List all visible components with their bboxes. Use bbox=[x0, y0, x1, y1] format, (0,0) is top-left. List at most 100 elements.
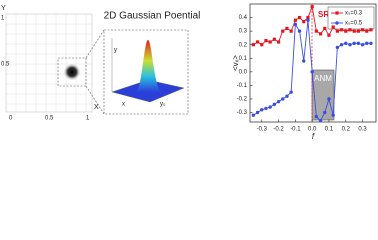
point bbox=[276, 40, 281, 44]
point bbox=[285, 26, 289, 31]
point bbox=[255, 110, 260, 115]
x-tick-label: 0.3 bbox=[358, 127, 367, 133]
point bbox=[293, 18, 297, 22]
point bbox=[251, 43, 255, 47]
point bbox=[365, 41, 369, 46]
x-axis-label: f bbox=[312, 132, 315, 141]
point bbox=[281, 29, 285, 33]
point bbox=[331, 113, 335, 117]
point bbox=[339, 42, 344, 47]
point bbox=[276, 99, 281, 104]
point bbox=[306, 15, 310, 20]
point bbox=[297, 29, 302, 33]
plot-frame bbox=[249, 3, 377, 123]
y-axis-label: <vₓ> bbox=[231, 55, 240, 71]
point bbox=[348, 28, 352, 32]
y-tick-label: 0.2 bbox=[239, 42, 248, 48]
point bbox=[297, 15, 302, 20]
point bbox=[352, 29, 356, 33]
point bbox=[318, 118, 323, 123]
x-tick-label: 0.0 bbox=[308, 127, 317, 133]
inset-label: y bbox=[114, 48, 117, 54]
point bbox=[272, 37, 276, 41]
point bbox=[323, 110, 327, 115]
point bbox=[293, 22, 298, 27]
point bbox=[268, 40, 272, 44]
annotation: SR bbox=[318, 10, 329, 19]
point bbox=[285, 94, 289, 98]
point bbox=[260, 43, 264, 47]
point bbox=[260, 108, 264, 112]
point bbox=[314, 114, 319, 119]
point bbox=[289, 90, 293, 94]
point bbox=[306, 18, 310, 22]
chart: SR ANM f <vₓ> -0.3 -0.2 -0.1 0.0 0.1 0.2 0.3 0.… bbox=[231, 3, 377, 141]
point bbox=[289, 29, 293, 33]
gaussian-diagram: y x y₀ 0 0.5 1 0.5 1 X Y 2D Gaussian Poe… bbox=[1, 5, 200, 122]
map-x-tick: 1 bbox=[86, 116, 90, 122]
point bbox=[318, 32, 323, 36]
point bbox=[327, 97, 331, 101]
point bbox=[310, 70, 314, 74]
y-tick-label: -0.3 bbox=[237, 110, 248, 116]
point bbox=[331, 25, 335, 29]
point bbox=[339, 28, 344, 32]
legend-marker bbox=[335, 21, 339, 25]
map-y-label: Y bbox=[1, 5, 6, 12]
y-tick-label: -0.1 bbox=[237, 83, 248, 89]
legend-marker bbox=[335, 11, 339, 15]
y-tick-label: 0.3 bbox=[239, 29, 248, 35]
point bbox=[327, 33, 331, 37]
map-y-tick: 1 bbox=[1, 16, 5, 22]
point bbox=[281, 97, 285, 101]
map-x-label: X bbox=[94, 104, 99, 111]
point bbox=[255, 40, 260, 44]
point bbox=[272, 102, 277, 107]
diagram-title: 2D Gaussian Poential bbox=[104, 11, 201, 22]
figure: y x y₀ 0 0.5 1 0.5 1 X Y 2D Gaussian Poe… bbox=[1, 3, 377, 141]
point bbox=[356, 29, 360, 33]
point bbox=[310, 5, 314, 9]
y-tick-label: 0.0 bbox=[239, 69, 248, 75]
point bbox=[264, 39, 268, 43]
potential-map bbox=[5, 13, 93, 113]
x-tick-label: -0.3 bbox=[257, 127, 268, 133]
point bbox=[369, 41, 373, 46]
point bbox=[369, 28, 373, 32]
inset-label: x bbox=[122, 102, 125, 108]
legend-label: xₛ=0.5 bbox=[345, 21, 363, 27]
point bbox=[323, 26, 327, 31]
y-tick-label: -0.2 bbox=[237, 97, 248, 103]
point bbox=[335, 45, 340, 50]
inset-label: y₀ bbox=[160, 102, 166, 108]
point bbox=[352, 41, 356, 46]
annotation: ANM bbox=[314, 74, 332, 83]
point bbox=[314, 29, 318, 33]
point bbox=[302, 20, 306, 24]
point bbox=[268, 105, 272, 109]
map-x-tick: 0 bbox=[9, 116, 13, 122]
y-tick-label: 0.1 bbox=[239, 56, 248, 62]
x-tick-label: -0.1 bbox=[290, 127, 301, 133]
potential-well bbox=[63, 63, 81, 81]
point bbox=[344, 41, 348, 46]
zoom-box bbox=[57, 57, 87, 87]
legend-label: xₛ=0.3 bbox=[345, 11, 363, 17]
x-tick-label: -0.2 bbox=[273, 127, 284, 133]
point bbox=[365, 29, 369, 33]
y-tick-label: 0.4 bbox=[239, 15, 248, 21]
point bbox=[360, 42, 365, 47]
point bbox=[344, 29, 348, 33]
point bbox=[264, 106, 268, 111]
point bbox=[335, 29, 339, 33]
point bbox=[251, 113, 256, 117]
inset-peak bbox=[136, 40, 162, 92]
point bbox=[360, 28, 365, 32]
x-tick-label: 0.1 bbox=[325, 127, 334, 133]
point bbox=[302, 59, 306, 63]
point bbox=[348, 42, 352, 47]
map-y-tick: 0.5 bbox=[1, 62, 10, 68]
point bbox=[356, 41, 361, 46]
x-tick-label: 0.2 bbox=[342, 127, 351, 133]
map-x-tick: 0.5 bbox=[45, 116, 54, 122]
